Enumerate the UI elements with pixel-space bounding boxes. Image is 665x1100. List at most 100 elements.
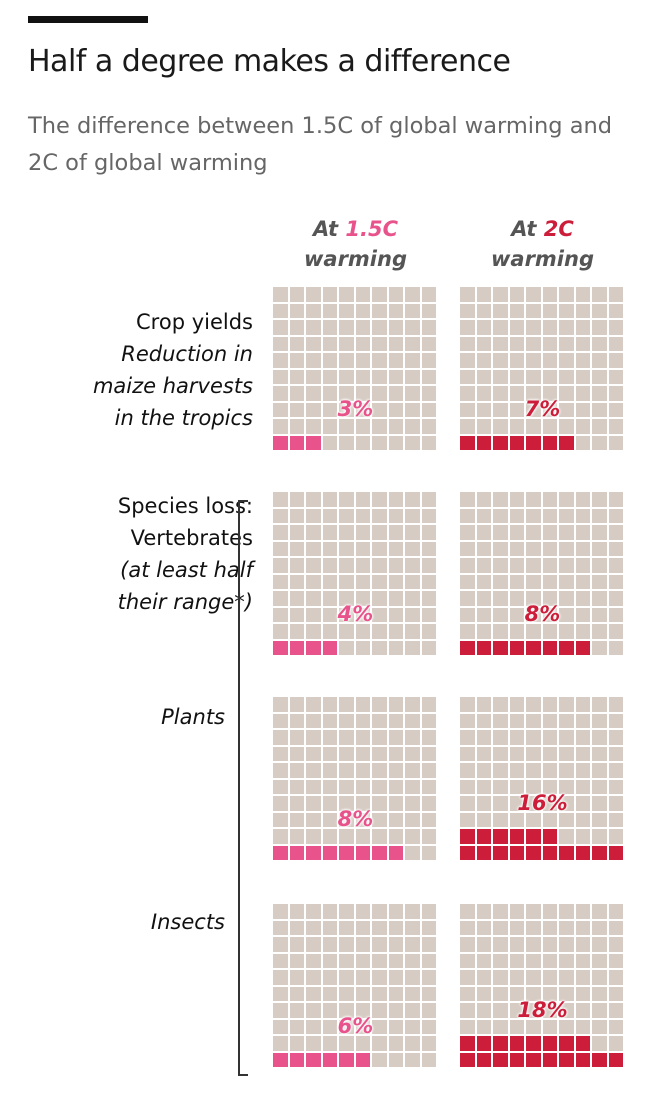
waffle-cell bbox=[493, 607, 508, 622]
waffle-cell bbox=[339, 402, 354, 417]
waffle-cell-filled bbox=[306, 1052, 321, 1067]
waffle-cell bbox=[542, 558, 557, 573]
waffle-cell bbox=[575, 904, 590, 919]
waffle-cell bbox=[339, 624, 354, 639]
waffle-cell bbox=[372, 508, 387, 523]
waffle-cell bbox=[289, 419, 304, 434]
waffle-cell bbox=[608, 970, 623, 985]
waffle-cell bbox=[476, 920, 491, 935]
waffle-cell bbox=[405, 435, 420, 450]
waffle-cell bbox=[322, 508, 337, 523]
waffle-cell bbox=[355, 419, 370, 434]
waffle-cell bbox=[306, 369, 321, 384]
waffle-cell bbox=[306, 624, 321, 639]
waffle-cell bbox=[289, 386, 304, 401]
waffle-cell bbox=[388, 624, 403, 639]
waffle-cell bbox=[608, 904, 623, 919]
waffle-cell bbox=[493, 320, 508, 335]
waffle-plants-2c: 16% bbox=[460, 697, 625, 862]
waffle-cell bbox=[273, 812, 288, 827]
waffle-cell bbox=[526, 746, 541, 761]
waffle-cell-filled bbox=[306, 435, 321, 450]
waffle-cell bbox=[592, 1019, 607, 1034]
waffle-cell bbox=[322, 369, 337, 384]
waffle-cell bbox=[388, 953, 403, 968]
waffle-cell bbox=[388, 558, 403, 573]
waffle-cell bbox=[306, 697, 321, 712]
waffle-cell bbox=[542, 402, 557, 417]
waffle-cell-filled bbox=[608, 845, 623, 860]
waffle-cell bbox=[575, 607, 590, 622]
waffle-cell bbox=[289, 812, 304, 827]
waffle-cell bbox=[273, 419, 288, 434]
waffle-cell bbox=[509, 336, 524, 351]
waffle-insects-2c: 18% bbox=[460, 904, 625, 1069]
waffle-cell bbox=[322, 779, 337, 794]
waffle-cell bbox=[460, 1019, 475, 1034]
waffle-cell bbox=[289, 1036, 304, 1051]
waffle-cell bbox=[592, 829, 607, 844]
waffle-cell bbox=[509, 624, 524, 639]
waffle-cell bbox=[372, 730, 387, 745]
waffle-cell bbox=[388, 970, 403, 985]
waffle-cell bbox=[493, 369, 508, 384]
waffle-cell bbox=[460, 508, 475, 523]
waffle-cell bbox=[388, 574, 403, 589]
waffle-cell bbox=[339, 986, 354, 1001]
waffle-crop-yields-2c: 7% bbox=[460, 287, 625, 452]
waffle-cell bbox=[355, 937, 370, 952]
waffle-cell bbox=[273, 558, 288, 573]
waffle-cell-filled bbox=[322, 640, 337, 655]
waffle-cell bbox=[575, 920, 590, 935]
waffle-cell bbox=[372, 303, 387, 318]
waffle-cell bbox=[421, 920, 436, 935]
waffle-cell bbox=[592, 574, 607, 589]
waffle-cell bbox=[460, 920, 475, 935]
waffle-cell bbox=[405, 953, 420, 968]
waffle-cell bbox=[476, 574, 491, 589]
waffle-cell bbox=[526, 937, 541, 952]
waffle-cell bbox=[273, 287, 288, 302]
waffle-cell bbox=[372, 640, 387, 655]
waffle-cell bbox=[306, 812, 321, 827]
waffle-cell-filled bbox=[476, 845, 491, 860]
waffle-cell bbox=[575, 402, 590, 417]
waffle-cell bbox=[322, 607, 337, 622]
waffle-cell bbox=[388, 336, 403, 351]
waffle-cell-filled bbox=[509, 829, 524, 844]
waffle-cell-filled bbox=[493, 435, 508, 450]
waffle-cell bbox=[526, 986, 541, 1001]
waffle-cell bbox=[289, 369, 304, 384]
waffle-cell bbox=[355, 904, 370, 919]
waffle-cell bbox=[460, 697, 475, 712]
waffle-cell bbox=[339, 607, 354, 622]
waffle-cell bbox=[592, 591, 607, 606]
waffle-cell bbox=[509, 970, 524, 985]
waffle-cell bbox=[339, 419, 354, 434]
waffle-cell-filled bbox=[509, 1036, 524, 1051]
waffle-cell-filled bbox=[559, 1052, 574, 1067]
waffle-cell bbox=[421, 320, 436, 335]
waffle-cell bbox=[372, 419, 387, 434]
waffle-cell bbox=[493, 920, 508, 935]
waffle-cell bbox=[289, 336, 304, 351]
waffle-cell bbox=[388, 1019, 403, 1034]
waffle-cell bbox=[273, 591, 288, 606]
waffle-cell bbox=[493, 937, 508, 952]
waffle-cell bbox=[575, 303, 590, 318]
waffle-cell bbox=[608, 541, 623, 556]
waffle-cell bbox=[372, 920, 387, 935]
waffle-cell bbox=[322, 525, 337, 540]
waffle-cell bbox=[608, 508, 623, 523]
waffle-cell bbox=[608, 1019, 623, 1034]
waffle-cell bbox=[476, 402, 491, 417]
waffle-cell bbox=[476, 746, 491, 761]
waffle-cell bbox=[372, 369, 387, 384]
waffle-cell bbox=[273, 525, 288, 540]
waffle-cell bbox=[355, 336, 370, 351]
row-label-plants: Plants bbox=[161, 705, 225, 729]
waffle-cell bbox=[509, 287, 524, 302]
waffle-cell bbox=[559, 796, 574, 811]
waffle-cell bbox=[322, 541, 337, 556]
waffle-cell bbox=[608, 1036, 623, 1051]
